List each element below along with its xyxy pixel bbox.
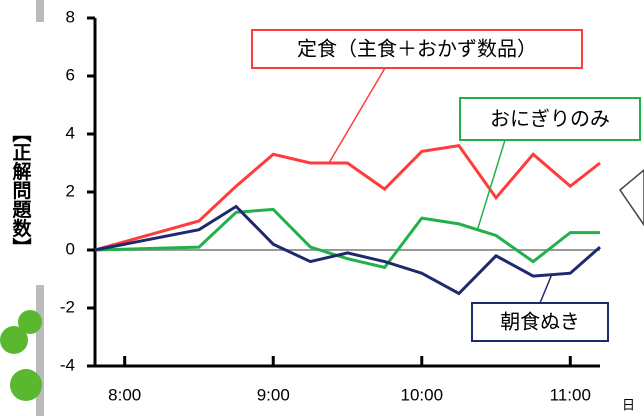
decor-dot bbox=[18, 310, 42, 334]
decor-bar bbox=[36, 285, 44, 416]
y-tick-label: 2 bbox=[66, 181, 75, 200]
x-tick-label: 10:00 bbox=[400, 385, 443, 404]
legend-label: おにぎりのみ bbox=[490, 107, 610, 131]
series-line bbox=[94, 143, 601, 252]
leader-line bbox=[539, 274, 553, 304]
legend-label: 朝食ぬき bbox=[500, 310, 580, 334]
y-tick-label: 4 bbox=[66, 123, 75, 142]
legend-box bbox=[251, 29, 583, 69]
decor-dot bbox=[0, 326, 28, 354]
series-line bbox=[94, 207, 600, 270]
y-tick-label: 6 bbox=[66, 65, 75, 84]
series-line bbox=[94, 204, 601, 296]
leader-line bbox=[328, 67, 386, 164]
leader-line bbox=[476, 139, 506, 230]
y-tick-label: 0 bbox=[66, 239, 75, 258]
x-tick-label: 11:00 bbox=[550, 385, 591, 404]
decor-arrow bbox=[618, 169, 644, 227]
legend-label: 定食（主食＋おかず数品） bbox=[297, 37, 537, 61]
decor-dot bbox=[10, 369, 42, 401]
decor-bar bbox=[36, 0, 44, 22]
x-tick-label: 8:00 bbox=[108, 385, 141, 404]
y-tick-label: -4 bbox=[60, 355, 75, 374]
y-tick-label: -2 bbox=[60, 297, 75, 316]
y-axis-label: 【正解問題数】 bbox=[10, 124, 32, 257]
legend-box bbox=[471, 302, 609, 342]
x-tick-label: 9:00 bbox=[257, 385, 290, 404]
note: 日 bbox=[622, 399, 635, 414]
y-tick-label: 8 bbox=[66, 7, 75, 26]
legend-box bbox=[459, 97, 641, 141]
